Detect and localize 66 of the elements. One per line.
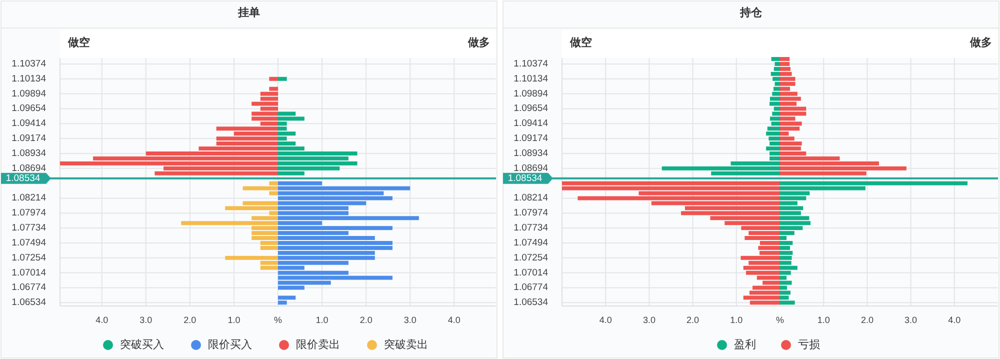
legend-label: 限价卖出 (296, 338, 340, 351)
y-tick-label: 1.07974 (514, 208, 548, 219)
text: 做空 (67, 36, 90, 49)
x-tick-label: 4.0 (96, 315, 108, 325)
y-tick-label: 1.06534 (12, 297, 46, 308)
x-tick-label: 4.0 (599, 315, 612, 325)
y-tick-label: 1.08934 (12, 148, 46, 159)
text: 做空 (569, 36, 592, 49)
y-tick-label: 1.10374 (514, 58, 548, 70)
legend-label: 突破买入 (120, 338, 164, 351)
y-tick-label: 1.07734 (12, 222, 46, 234)
ref-line-label: 1.08534 (508, 172, 542, 184)
y-tick-label: 1.08694 (12, 162, 46, 174)
x-tick-label: 2.0 (860, 315, 874, 325)
x-tick-label: 4.0 (448, 315, 460, 325)
y-tick-label: 1.09174 (514, 133, 548, 144)
legend-label: 盈利 (734, 338, 756, 351)
y-tick-label: 1.09174 (12, 133, 46, 144)
x-tick-label: 3.0 (404, 315, 416, 325)
x-tick-label: 1.0 (730, 315, 743, 325)
y-tick-label: 1.08694 (514, 162, 548, 174)
y-tick-label: 1.06774 (514, 282, 548, 294)
x-tick-label: 2.0 (686, 315, 700, 325)
y-tick-label: 1.10374 (12, 58, 46, 70)
y-tick-label: 1.09894 (514, 88, 548, 100)
y-tick-label: 1.07734 (514, 222, 548, 234)
y-tick-label: 1.07014 (514, 267, 548, 278)
y-tick-label: 1.07014 (12, 267, 46, 278)
x-tick-label: % (776, 315, 784, 325)
y-tick-label: 1.09654 (12, 103, 46, 114)
y-tick-label: 1.10134 (12, 73, 46, 84)
x-tick-label: % (274, 315, 282, 325)
x-tick-label: 2.0 (184, 315, 196, 325)
bar (278, 76, 287, 81)
x-tick-label: 1.0 (316, 315, 328, 325)
y-tick-label: 1.08214 (12, 192, 46, 204)
legend-label: 限价买入 (208, 338, 252, 351)
y-tick-label: 1.07254 (12, 252, 46, 264)
chart-title: 持仓 (739, 6, 763, 19)
y-tick-label: 1.06534 (514, 297, 548, 308)
y-tick-label: 1.09654 (514, 103, 548, 114)
bar (269, 76, 278, 81)
y-tick-label: 1.09414 (12, 118, 46, 130)
x-tick-label: 1.0 (228, 315, 240, 325)
text: 做多 (969, 36, 992, 49)
y-tick-label: 1.07254 (514, 252, 548, 264)
ref-line-label: 1.08534 (6, 172, 40, 184)
x-tick-label: 3.0 (642, 315, 656, 325)
x-tick-label: 4.0 (948, 315, 961, 325)
y-tick-label: 1.06774 (12, 282, 46, 294)
legend-label: 突破卖出 (384, 338, 428, 351)
x-tick-label: 1.0 (817, 315, 830, 325)
y-tick-label: 1.07494 (514, 237, 548, 248)
legend-label: 亏损 (798, 339, 820, 351)
chart-title: 挂单 (237, 6, 260, 19)
y-tick-label: 1.08934 (514, 148, 548, 159)
y-tick-label: 1.09414 (514, 118, 548, 130)
y-tick-label: 1.07494 (12, 237, 46, 248)
x-tick-label: 3.0 (904, 315, 918, 325)
y-tick-label: 1.08214 (514, 192, 548, 204)
x-tick-label: 3.0 (140, 315, 152, 325)
y-tick-label: 1.07974 (12, 208, 46, 219)
y-tick-label: 1.09894 (12, 88, 46, 100)
text: 做多 (467, 36, 490, 49)
y-tick-label: 1.10134 (514, 73, 548, 84)
x-tick-label: 2.0 (360, 315, 372, 325)
